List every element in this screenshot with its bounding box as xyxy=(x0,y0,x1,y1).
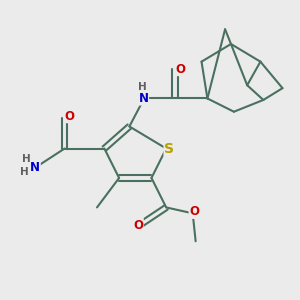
Text: H: H xyxy=(138,82,147,92)
Text: H: H xyxy=(20,167,29,177)
Text: S: S xyxy=(164,142,174,155)
Text: O: O xyxy=(64,110,74,123)
Text: O: O xyxy=(189,205,199,218)
Text: O: O xyxy=(133,219,143,232)
Text: O: O xyxy=(175,62,185,76)
Text: N: N xyxy=(30,161,40,174)
Text: H: H xyxy=(22,154,31,164)
Text: N: N xyxy=(139,92,148,105)
